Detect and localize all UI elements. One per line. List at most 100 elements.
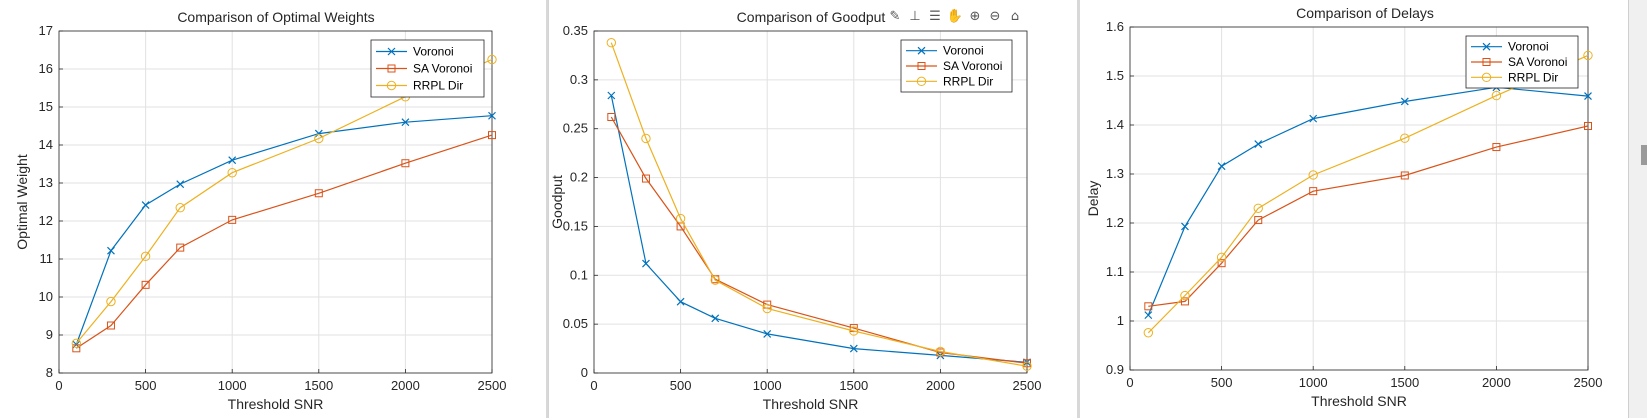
brush-icon[interactable]: ✎ xyxy=(889,9,901,24)
data-point[interactable] xyxy=(642,259,650,268)
data-point[interactable] xyxy=(488,131,496,140)
data-point[interactable] xyxy=(140,251,151,262)
data-point[interactable] xyxy=(675,213,686,224)
data-point[interactable] xyxy=(763,329,772,338)
legend-icon[interactable]: ☰ xyxy=(929,9,941,24)
data-point[interactable] xyxy=(1216,252,1227,262)
data-point[interactable] xyxy=(1217,162,1226,171)
series-line[interactable] xyxy=(75,134,493,349)
zoom-in-icon[interactable]: ⊕ xyxy=(969,9,981,24)
data-point[interactable] xyxy=(1584,92,1592,101)
data-point[interactable] xyxy=(676,297,685,306)
data-point[interactable] xyxy=(386,80,397,91)
data-point[interactable] xyxy=(935,346,946,357)
data-point[interactable] xyxy=(641,133,651,144)
data-point[interactable] xyxy=(71,338,82,349)
data-point[interactable] xyxy=(1583,50,1593,61)
side-panel-tab[interactable] xyxy=(1641,145,1647,165)
data-point[interactable] xyxy=(1217,259,1226,268)
data-point[interactable] xyxy=(1144,311,1153,320)
zoom-out-icon[interactable]: ⊖ xyxy=(989,9,1001,24)
data-point[interactable] xyxy=(401,118,410,127)
series-line[interactable] xyxy=(1148,125,1589,307)
data-point[interactable] xyxy=(1492,143,1501,152)
data-point[interactable] xyxy=(228,156,237,165)
data-point[interactable] xyxy=(106,321,115,330)
data-point[interactable] xyxy=(1400,97,1409,106)
data-point[interactable] xyxy=(1400,133,1410,143)
data-point[interactable] xyxy=(641,174,650,183)
data-point[interactable] xyxy=(710,275,720,285)
series-line[interactable] xyxy=(1147,86,1589,316)
legend-entry: RRPL Dir xyxy=(413,79,463,93)
window-divider xyxy=(546,0,549,418)
data-point[interactable] xyxy=(314,189,323,198)
data-point[interactable] xyxy=(1482,42,1491,51)
series-line[interactable] xyxy=(1147,54,1589,334)
data-point[interactable] xyxy=(1400,171,1409,180)
data-point[interactable] xyxy=(107,246,115,255)
data-point[interactable] xyxy=(606,38,617,48)
data-point[interactable] xyxy=(1253,203,1263,214)
home-icon[interactable]: ⌂ xyxy=(1010,9,1020,24)
data-point[interactable] xyxy=(176,180,185,189)
data-point[interactable] xyxy=(1180,290,1190,301)
data-point[interactable] xyxy=(228,215,237,224)
data-point[interactable] xyxy=(387,47,396,56)
x-tick-label: 2000 xyxy=(926,378,955,393)
data-point[interactable] xyxy=(711,314,720,323)
data-point[interactable] xyxy=(72,344,81,353)
series-line[interactable] xyxy=(610,42,1028,367)
data-point[interactable] xyxy=(1180,297,1189,306)
data-point[interactable] xyxy=(1309,187,1318,196)
pan-icon[interactable]: ✋ xyxy=(946,9,964,24)
x-tick-label: 500 xyxy=(1211,375,1233,390)
data-point[interactable] xyxy=(1309,114,1318,123)
data-point[interactable] xyxy=(1143,328,1154,338)
data-point[interactable] xyxy=(1181,222,1189,231)
series-voronoi xyxy=(1144,83,1592,320)
data-point[interactable] xyxy=(916,76,927,87)
data-point[interactable] xyxy=(175,203,185,213)
data-point[interactable] xyxy=(487,54,497,65)
data-point[interactable] xyxy=(917,46,926,55)
data-point[interactable] xyxy=(141,201,150,209)
data-point[interactable] xyxy=(1482,58,1491,66)
y-tick-label: 1.2 xyxy=(1106,215,1124,230)
data-point[interactable] xyxy=(607,91,616,100)
x-axis-label: Threshold SNR xyxy=(228,396,324,412)
data-point[interactable] xyxy=(762,303,772,314)
series-line[interactable] xyxy=(75,115,493,345)
data-point[interactable] xyxy=(401,159,410,168)
data-point[interactable] xyxy=(1022,361,1032,371)
data-point[interactable] xyxy=(917,62,926,70)
data-point[interactable] xyxy=(176,243,185,252)
data-point[interactable] xyxy=(314,129,323,138)
data-point[interactable] xyxy=(849,326,859,336)
data-point[interactable] xyxy=(227,168,237,178)
data-point[interactable] xyxy=(387,64,396,73)
data-point[interactable] xyxy=(488,111,496,120)
data-point[interactable] xyxy=(1491,90,1502,101)
data-point[interactable] xyxy=(1144,302,1153,311)
data-point[interactable] xyxy=(314,133,324,144)
data-point[interactable] xyxy=(1584,121,1592,130)
data-point[interactable] xyxy=(607,112,616,121)
series-line[interactable] xyxy=(75,58,493,344)
series-line[interactable] xyxy=(610,95,1028,363)
data-point[interactable] xyxy=(141,280,150,289)
data-point[interactable] xyxy=(1254,140,1263,149)
data-point[interactable] xyxy=(1254,216,1263,225)
data-point[interactable] xyxy=(1481,72,1492,83)
data-point[interactable] xyxy=(106,296,116,307)
data-point[interactable] xyxy=(1308,170,1318,180)
y-tick-label: 12 xyxy=(39,213,53,228)
axes-box xyxy=(1129,26,1589,371)
y-tick-label: 1.4 xyxy=(1106,117,1124,132)
series-sa-voronoi xyxy=(1144,121,1592,311)
data-tips-icon[interactable]: ⊥ xyxy=(909,9,921,24)
data-point[interactable] xyxy=(849,344,858,353)
